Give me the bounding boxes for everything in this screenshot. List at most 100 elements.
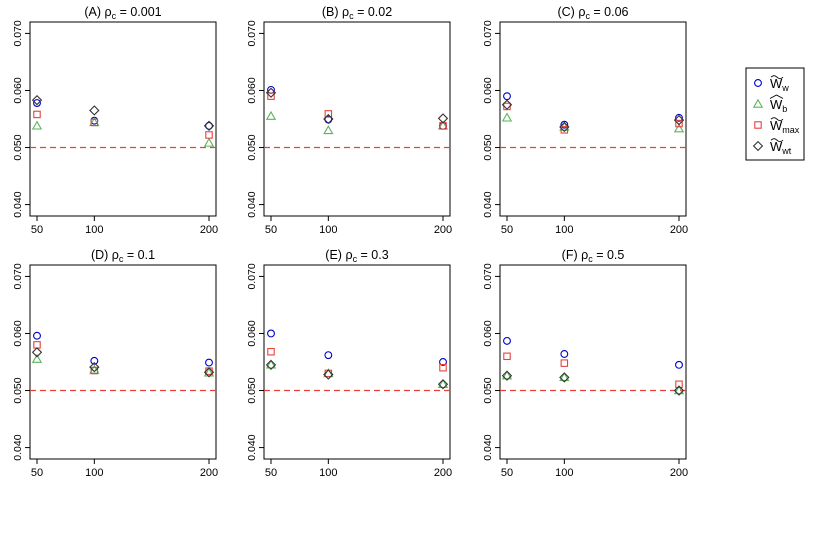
data-point-w-b xyxy=(437,378,449,388)
panel-title-prefix: (F) xyxy=(562,248,581,262)
panel-title-rho: ρ xyxy=(345,248,352,262)
data-point-w-w xyxy=(205,121,213,130)
hat-accent xyxy=(769,94,784,99)
data-point-w-w xyxy=(439,358,447,366)
legend-marker xyxy=(754,79,762,87)
panel-title-prefix: (C) xyxy=(557,5,578,19)
y-tick-label: 0.070 xyxy=(482,263,494,289)
data-point-w-wt xyxy=(31,94,43,106)
panel-title-prefix: (B) xyxy=(322,5,342,19)
x-tick-label: 100 xyxy=(319,224,337,236)
plot-frame xyxy=(263,21,451,217)
data-point-w-b xyxy=(673,385,685,395)
data-point-w-max xyxy=(205,131,213,139)
panel-title-value: = 0.001 xyxy=(116,5,162,19)
x-tick-label: 50 xyxy=(501,467,513,479)
legend-marker xyxy=(752,98,764,108)
data-point-w-max xyxy=(675,119,683,128)
y-tick-label: 0.070 xyxy=(12,263,24,289)
chart-panel: (E) ρc = 0.3 0.040 0.050 0.060 0.070 50 100 200 xyxy=(246,248,452,479)
tilde-accent xyxy=(770,138,784,143)
data-point-w-b xyxy=(559,372,570,382)
x-tick-label: 100 xyxy=(555,467,573,479)
x-tick-label: 50 xyxy=(31,224,43,236)
y-tick-label: 0.050 xyxy=(246,134,258,160)
data-point-w-max xyxy=(324,110,333,118)
y-tick-label: 0.060 xyxy=(246,320,258,346)
panel-title: (E) ρc = 0.3 xyxy=(325,248,388,264)
x-tick-label: 200 xyxy=(200,224,218,236)
data-point-w-wt xyxy=(89,361,100,373)
data-point-w-w xyxy=(90,356,99,365)
panel-title-rho: ρ xyxy=(578,5,585,19)
data-point-w-b xyxy=(323,125,334,135)
y-tick-label: 0.040 xyxy=(482,191,494,217)
y-tick-label: 0.060 xyxy=(12,320,24,346)
legend-label-base: W xyxy=(770,139,783,154)
x-tick-label: 200 xyxy=(670,224,688,236)
data-point-w-w xyxy=(560,120,569,129)
x-tick-label: 100 xyxy=(319,467,337,479)
legend: Ww Wb Wmax Wwt xyxy=(745,67,805,161)
data-point-w-wt xyxy=(501,370,513,381)
data-point-w-w xyxy=(675,113,683,122)
data-point-w-w xyxy=(33,331,41,340)
panel-title-rho: ρ xyxy=(342,5,349,19)
data-point-w-wt xyxy=(265,359,277,371)
panel-title-prefix: (A) xyxy=(84,5,104,19)
legend-label: Ww xyxy=(770,76,789,93)
x-tick-label: 200 xyxy=(434,467,452,479)
panel-title-value: = 0.02 xyxy=(354,5,393,19)
legend-label: Wmax xyxy=(770,118,800,135)
panel-title: (F) ρc = 0.5 xyxy=(562,248,625,264)
legend-label: Wb xyxy=(770,97,787,114)
chart-panel: (B) ρc = 0.02 0.040 0.050 0.060 0.070 50 100 20… xyxy=(246,5,452,236)
data-point-w-wt xyxy=(501,99,513,110)
plot-frame xyxy=(263,264,451,460)
panel-title-value: = 0.3 xyxy=(357,248,389,262)
data-point-w-max xyxy=(33,110,41,119)
legend-marker xyxy=(752,140,764,152)
data-point-w-wt xyxy=(203,120,215,132)
y-tick-label: 0.060 xyxy=(246,77,258,103)
chart-panel: (F) ρc = 0.5 0.040 0.050 0.060 0.070 50 100 200 xyxy=(482,248,688,479)
y-tick-label: 0.050 xyxy=(482,377,494,403)
legend-marker xyxy=(754,121,762,129)
data-point-w-w xyxy=(205,358,213,367)
x-tick-label: 100 xyxy=(555,224,573,236)
data-point-w-max xyxy=(267,347,275,356)
data-point-w-b xyxy=(265,359,277,369)
data-point-w-b xyxy=(31,353,43,363)
x-tick-label: 200 xyxy=(670,467,688,479)
data-point-w-b xyxy=(501,370,513,380)
data-point-w-b xyxy=(203,137,215,147)
x-tick-label: 200 xyxy=(434,224,452,236)
panel-title-value: = 0.1 xyxy=(123,248,155,262)
panel-title-rho-sub: c xyxy=(588,254,593,264)
legend-label: Wwt xyxy=(770,139,792,156)
data-point-w-w xyxy=(503,92,511,101)
panel-title-rho-sub: c xyxy=(112,11,117,21)
panel-title: (B) ρc = 0.02 xyxy=(322,5,392,21)
data-point-w-w xyxy=(324,351,333,360)
y-tick-label: 0.070 xyxy=(12,20,24,46)
panel-title-rho: ρ xyxy=(104,5,111,19)
legend-label-sub: max xyxy=(782,125,800,135)
plot-frame xyxy=(499,264,687,460)
panel-title-value: = 0.5 xyxy=(593,248,625,262)
panel-title: (A) ρc = 0.001 xyxy=(84,5,161,21)
data-point-w-max xyxy=(675,380,683,389)
plot-frame xyxy=(499,21,687,217)
data-point-w-max xyxy=(560,359,569,367)
data-point-w-wt xyxy=(559,121,570,133)
data-point-w-max xyxy=(90,118,99,127)
y-tick-label: 0.040 xyxy=(246,191,258,217)
legend-label-sub: w xyxy=(781,83,789,93)
y-tick-label: 0.040 xyxy=(12,191,24,217)
plot-frame xyxy=(29,264,217,460)
data-point-w-wt xyxy=(323,113,334,125)
y-tick-label: 0.040 xyxy=(482,434,494,460)
x-tick-label: 50 xyxy=(265,467,277,479)
panel-title-prefix: (E) xyxy=(325,248,345,262)
data-point-w-wt xyxy=(323,369,334,380)
